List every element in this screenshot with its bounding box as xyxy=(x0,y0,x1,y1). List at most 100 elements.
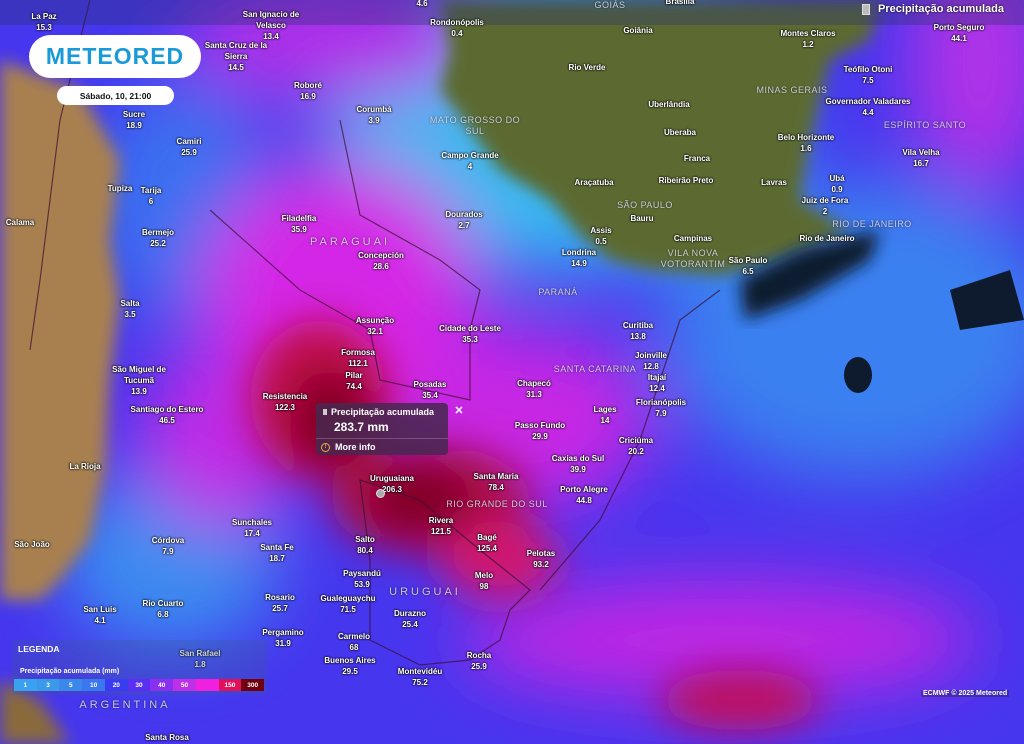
city-label[interactable]: Itajaí 12.4 xyxy=(648,372,666,394)
city-label[interactable]: Brasília xyxy=(666,0,695,7)
city-name: Porto Alegre xyxy=(560,485,608,494)
city-label[interactable]: Juiz de Fora 2 xyxy=(802,195,849,217)
city-label[interactable]: Araçatuba xyxy=(574,177,613,188)
city-label[interactable]: Assis 0.5 xyxy=(590,225,611,247)
city-label[interactable]: Assunção 32.1 xyxy=(356,315,394,337)
city-label[interactable]: Corumbá 3.9 xyxy=(356,104,391,126)
city-label[interactable]: Formosa 112.1 xyxy=(341,347,375,369)
city-label[interactable]: Dourados 2.7 xyxy=(445,209,482,231)
city-label[interactable]: Florianópolis 7.9 xyxy=(636,397,686,419)
city-label[interactable]: Chapecó 31.3 xyxy=(517,378,551,400)
city-label[interactable]: Uberlândia xyxy=(648,99,689,110)
city-label[interactable]: Lavras xyxy=(761,177,787,188)
city-label[interactable]: Ribeirão Preto xyxy=(659,175,714,186)
city-label[interactable]: Santa Cruz de la Sierra 14.5 xyxy=(205,40,267,73)
city-label[interactable]: Cidade do Leste 35.3 xyxy=(439,323,501,345)
city-label[interactable]: Montevidéu 75.2 xyxy=(398,666,442,688)
city-precipitation-value: 44.1 xyxy=(951,34,967,43)
city-label[interactable]: San Luis 4.1 xyxy=(83,604,116,626)
city-label[interactable]: Tupiza xyxy=(108,183,133,194)
city-label[interactable]: Santa Fe 18.7 xyxy=(260,542,293,564)
city-label[interactable]: Santa Rosa xyxy=(145,732,189,743)
city-label[interactable]: Pilar 74.4 xyxy=(345,370,362,392)
city-label[interactable]: Rio Cuarto 6.8 xyxy=(143,598,184,620)
city-label[interactable]: Uberaba xyxy=(664,127,696,138)
city-label[interactable]: Pelotas 93.2 xyxy=(527,548,555,570)
city-label[interactable]: Roboré 16.9 xyxy=(294,80,322,102)
city-label[interactable]: Criciúma 20.2 xyxy=(619,435,653,457)
city-label[interactable]: Teófilo Otoni 7.5 xyxy=(844,64,893,86)
city-label[interactable]: Durazno 25.4 xyxy=(394,608,426,630)
city-label[interactable]: Filadelfia 35.9 xyxy=(282,213,317,235)
city-label[interactable]: Rosario 25.7 xyxy=(265,592,295,614)
city-label[interactable]: Pergamino 31.9 xyxy=(262,627,303,649)
credit: ECMWF © 2025 Meteored xyxy=(921,690,1010,697)
city-label[interactable]: Rio Verde xyxy=(569,62,606,73)
city-label[interactable]: Buenos Aires 29.5 xyxy=(324,655,375,677)
city-label[interactable]: Sunchales 17.4 xyxy=(232,517,272,539)
city-label[interactable]: Salto 80.4 xyxy=(355,534,375,556)
city-label[interactable]: San Rafael 1.8 xyxy=(180,648,221,670)
land-brazil xyxy=(440,0,880,275)
city-label[interactable]: Sucre 18.9 xyxy=(123,109,145,131)
city-label[interactable]: Curitiba 13.8 xyxy=(623,320,653,342)
city-label[interactable]: Porto Alegre 44.8 xyxy=(560,484,608,506)
city-label[interactable]: Posadas 35.4 xyxy=(414,379,447,401)
city-label[interactable]: Passo Fundo 29.9 xyxy=(515,420,565,442)
city-label[interactable]: Londrina 14.9 xyxy=(562,247,596,269)
city-label[interactable]: Goiânia xyxy=(623,25,652,36)
location-pin-icon[interactable] xyxy=(376,489,385,498)
legend-step: 30 xyxy=(127,679,151,691)
forecast-datetime[interactable]: Sábado, 10, 21:00 xyxy=(57,86,174,105)
city-label[interactable]: Calama xyxy=(6,217,34,228)
city-name: São João xyxy=(14,540,50,549)
city-label[interactable]: Campinas xyxy=(674,233,712,244)
close-popup-button[interactable]: ✕ xyxy=(454,405,464,417)
city-label[interactable]: Lages 14 xyxy=(593,404,616,426)
city-label[interactable]: Carmelo 68 xyxy=(338,631,370,653)
meteored-logo[interactable]: METEORED xyxy=(29,35,201,78)
city-label[interactable]: Resistencia 122.3 xyxy=(263,391,307,413)
city-label[interactable]: Campo Grande 4 xyxy=(441,150,498,172)
city-label[interactable]: Bermejo 25.2 xyxy=(142,227,174,249)
city-label[interactable]: Melo 98 xyxy=(475,570,493,592)
city-label[interactable]: Porto Seguro 44.1 xyxy=(934,22,985,44)
city-name: Lavras xyxy=(761,178,787,187)
city-label[interactable]: São Paulo 6.5 xyxy=(729,255,768,277)
city-label[interactable]: Rivera 121.5 xyxy=(429,515,453,537)
city-label[interactable]: Ubá 0.9 xyxy=(829,173,844,195)
city-label[interactable]: Santa Maria 78.4 xyxy=(474,471,519,493)
city-label[interactable]: Bauru xyxy=(630,213,653,224)
city-label[interactable]: Joinville 12.8 xyxy=(635,350,667,372)
city-label[interactable]: Córdova 7.9 xyxy=(152,535,184,557)
city-label[interactable]: Gualeguaychu 71.5 xyxy=(320,593,375,615)
city-label[interactable]: São João xyxy=(14,539,50,550)
city-label[interactable]: Franca xyxy=(684,153,710,164)
city-name: Assis xyxy=(590,226,612,235)
city-label[interactable]: Rio de Janeiro xyxy=(799,233,854,244)
city-label[interactable]: Tarija 6 xyxy=(141,185,162,207)
city-label[interactable]: Santiago do Estero 46.5 xyxy=(131,404,204,426)
city-name: Rio Verde xyxy=(568,63,606,72)
more-info-link[interactable]: ! More info xyxy=(316,438,448,455)
city-label[interactable]: São Miguel de Tucumã 13.9 xyxy=(112,364,166,397)
city-label[interactable]: La Rioja xyxy=(69,461,100,472)
city-label[interactable]: Belo Horizonte 1.6 xyxy=(778,132,834,154)
city-label[interactable]: Uruguaiana 206.3 xyxy=(370,473,414,495)
layer-title[interactable]: Precipitação acumulada xyxy=(862,3,1004,15)
city-label[interactable]: Caxias do Sul 39.9 xyxy=(552,453,604,475)
city-label[interactable]: Rondonópolis 0.4 xyxy=(430,17,484,39)
city-label[interactable]: Concepción 28.6 xyxy=(358,250,404,272)
city-label[interactable]: Vila Velha 16.7 xyxy=(902,147,939,169)
city-label[interactable]: Salta 3.5 xyxy=(120,298,139,320)
city-label[interactable]: Paysandú 53.9 xyxy=(343,568,381,590)
city-label[interactable]: La Paz 15.3 xyxy=(31,11,56,33)
city-label[interactable]: Camiri 25.9 xyxy=(177,136,202,158)
city-label[interactable]: Bagé 125.4 xyxy=(477,532,497,554)
city-label[interactable]: 4.6 xyxy=(416,0,427,9)
city-label[interactable]: Montes Claros 1.2 xyxy=(780,28,835,50)
city-label[interactable]: San Ignacio de Velasco 13.4 xyxy=(243,9,299,42)
city-label[interactable]: Governador Valadares 4.4 xyxy=(826,96,911,118)
city-label[interactable]: Rocha 25.9 xyxy=(467,650,491,672)
